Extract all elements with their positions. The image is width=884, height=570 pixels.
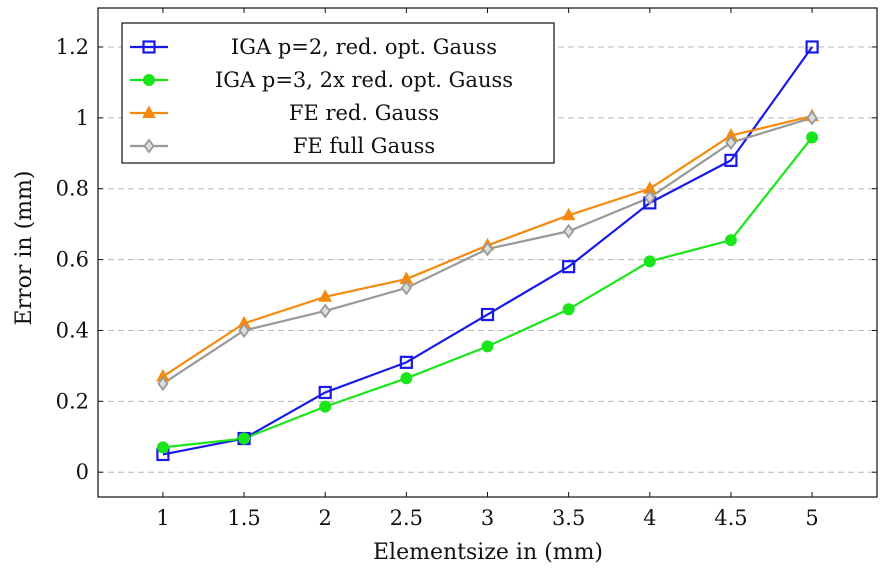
x-tick-label: 3 [481, 506, 494, 530]
data-point [318, 385, 332, 400]
series-line [162, 46, 813, 456]
y-tick-label: 1.2 [56, 35, 89, 59]
legend-label: IGA p=3, 2x red. opt. Gauss [215, 68, 513, 92]
data-point [562, 260, 576, 274]
x-tick-label: 4.5 [714, 506, 747, 530]
data-point [238, 322, 250, 338]
y-tick-label: 1 [76, 106, 89, 130]
series-markers [156, 40, 819, 462]
data-point [644, 190, 656, 206]
data-point [480, 307, 495, 322]
data-point [724, 234, 737, 247]
data-point [319, 303, 331, 319]
data-point [142, 40, 156, 54]
data-point [561, 207, 576, 221]
data-point [400, 280, 412, 296]
data-point [399, 355, 413, 369]
data-point [725, 135, 737, 151]
data-point [481, 340, 494, 353]
x-tick-label: 1.5 [227, 506, 260, 530]
x-tick-label: 2.5 [390, 506, 423, 530]
legend-label: IGA p=2, red. opt. Gauss [231, 35, 497, 59]
legend-label: FE full Gauss [293, 134, 435, 158]
data-point [318, 289, 333, 302]
x-tick-label: 3.5 [552, 506, 585, 530]
data-point [143, 138, 155, 154]
data-point [156, 441, 169, 454]
legend: IGA p=2, red. opt. Gauss IGA p=3, 2x red.… [121, 22, 555, 164]
x-tick-label: 4 [643, 506, 656, 530]
data-point [157, 376, 169, 392]
x-tick-label: 1 [156, 506, 169, 530]
y-tick-label: 0.2 [56, 389, 89, 413]
data-point [319, 400, 332, 413]
data-point [481, 241, 494, 257]
data-point [806, 131, 819, 144]
y-axis-label: Error in (mm) [12, 171, 37, 326]
legend-label: FE red. Gauss [289, 101, 439, 125]
data-point [643, 255, 656, 268]
y-tick-label: 0 [76, 460, 89, 484]
y-tick-label: 0.4 [56, 318, 89, 342]
y-tick-label: 0.8 [56, 177, 89, 201]
data-point [143, 74, 155, 86]
data-point [563, 223, 575, 239]
data-point [806, 110, 818, 126]
y-tick-label: 0.6 [56, 248, 89, 272]
x-tick-label: 2 [319, 506, 332, 530]
data-point [805, 40, 819, 54]
data-point [142, 105, 156, 118]
legend-box [121, 22, 555, 164]
data-point [724, 153, 738, 167]
data-point [562, 303, 575, 316]
x-tick-label: 5 [805, 506, 818, 530]
data-point [400, 372, 413, 385]
data-point [238, 432, 251, 445]
axes: 1 1.5 2 2.5 3 3.5 4 4.5 5 0 0.2 0.4 0.6 0.8 1 1.2 [56, 7, 878, 530]
x-axis-label: Elementsize in (mm) [373, 540, 603, 565]
